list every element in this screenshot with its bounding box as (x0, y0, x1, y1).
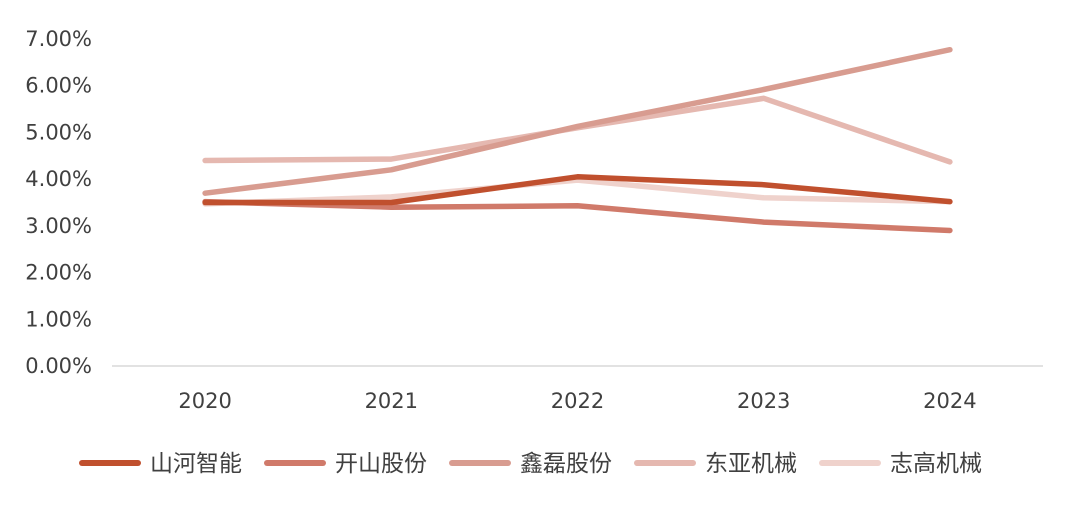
y-tick-label: 6.00% (25, 74, 92, 98)
series-lines (202, 46, 953, 234)
x-tick-label: 2023 (737, 389, 790, 413)
legend-item: 开山股份 (264, 451, 427, 477)
legend-label: 开山股份 (335, 451, 427, 477)
y-tick-label: 1.00% (25, 307, 92, 331)
y-tick-label: 4.00% (25, 167, 92, 191)
x-tick-label: 2020 (178, 389, 231, 413)
legend-label: 志高机械 (890, 451, 982, 477)
legend-item: 东亚机械 (634, 451, 797, 477)
series-line-2 (202, 198, 953, 234)
x-tick-label: 2024 (923, 389, 976, 413)
legend-label: 山河智能 (150, 451, 242, 477)
series-line-5 (202, 177, 953, 207)
legend-item: 鑫磊股份 (449, 451, 612, 477)
y-tick-label: 0.00% (25, 354, 92, 378)
x-tick-label: 2022 (551, 389, 604, 413)
y-axis-ticks: 0.00% 1.00% 2.00% 3.00% 4.00% 5.00% 6.00% 7.00% (25, 27, 92, 378)
y-tick-label: 5.00% (25, 120, 92, 144)
y-tick-label: 2.00% (25, 261, 92, 285)
legend-item: 山河智能 (79, 451, 242, 477)
y-tick-label: 3.00% (25, 214, 92, 238)
legend-label: 鑫磊股份 (520, 451, 612, 477)
series-line-1 (202, 174, 953, 206)
series-line-3 (202, 46, 953, 196)
legend-item: 志高机械 (819, 451, 982, 477)
legend-label: 东亚机械 (705, 451, 797, 477)
x-tick-label: 2021 (365, 389, 418, 413)
series-line-4 (202, 95, 953, 165)
x-axis-ticks: 2020 2021 2022 2023 2024 (178, 389, 976, 413)
y-tick-label: 7.00% (25, 27, 92, 51)
legend: 山河智能 开山股份 鑫磊股份 东亚机械 志高机械 (79, 451, 982, 477)
